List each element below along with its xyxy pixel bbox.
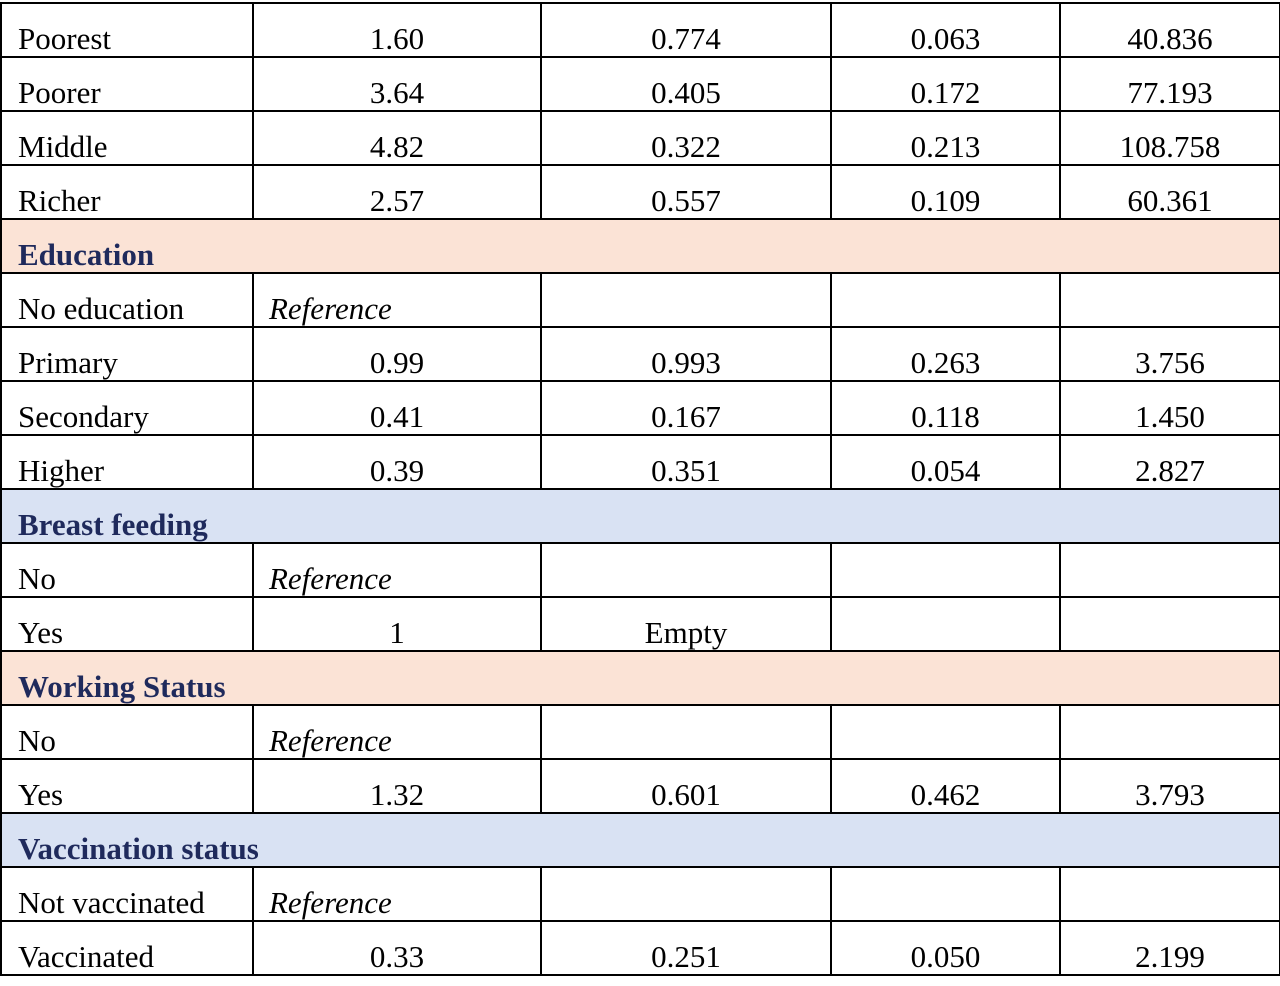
empty-cell [540, 704, 832, 760]
value-cell-v4: 77.193 [1059, 56, 1280, 112]
reference-row: Not vaccinated Reference [0, 866, 1280, 922]
table-row: Poorest 1.60 0.774 0.063 40.836 [0, 2, 1280, 58]
row-label: No education [0, 272, 254, 328]
value-cell-v1: 1 [252, 596, 542, 652]
reference-cell: Reference [252, 272, 542, 328]
table-row: Yes 1 Empty [0, 596, 1280, 652]
value-cell-v4: 2.199 [1059, 920, 1280, 976]
value-cell-v3: 0.109 [830, 164, 1061, 220]
table-row: Higher 0.39 0.351 0.054 2.827 [0, 434, 1280, 490]
value-cell-v1: 2.57 [252, 164, 542, 220]
section-title: Education [0, 218, 1280, 274]
value-cell-v1: 0.39 [252, 434, 542, 490]
table-row: Vaccinated 0.33 0.251 0.050 2.199 [0, 920, 1280, 976]
empty-cell [540, 542, 832, 598]
value-cell-v3: 0.054 [830, 434, 1061, 490]
table-row: Secondary 0.41 0.167 0.118 1.450 [0, 380, 1280, 436]
row-label: Middle [0, 110, 254, 166]
section-title: Vaccination status [0, 812, 1280, 868]
value-cell-v1: 3.64 [252, 56, 542, 112]
table-row: Middle 4.82 0.322 0.213 108.758 [0, 110, 1280, 166]
value-cell-v2: 0.557 [540, 164, 832, 220]
value-cell-v3: 0.063 [830, 2, 1061, 58]
row-label: Richer [0, 164, 254, 220]
value-cell-v2: 0.601 [540, 758, 832, 814]
empty-cell [830, 272, 1061, 328]
row-label: Primary [0, 326, 254, 382]
empty-cell [1059, 542, 1280, 598]
row-label: No [0, 704, 254, 760]
empty-cell [1059, 866, 1280, 922]
value-cell-v1: 0.99 [252, 326, 542, 382]
value-cell-v1: 1.32 [252, 758, 542, 814]
table-row: Yes 1.32 0.601 0.462 3.793 [0, 758, 1280, 814]
reference-row: No education Reference [0, 272, 1280, 328]
value-cell-v4: 1.450 [1059, 380, 1280, 436]
empty-cell [1059, 704, 1280, 760]
value-cell-v1: 0.41 [252, 380, 542, 436]
value-cell-v4: 108.758 [1059, 110, 1280, 166]
value-cell-v2: 0.322 [540, 110, 832, 166]
table-row: Poorer 3.64 0.405 0.172 77.193 [0, 56, 1280, 112]
value-cell-v4: 3.793 [1059, 758, 1280, 814]
section-title: Breast feeding [0, 488, 1280, 544]
empty-cell [830, 704, 1061, 760]
reference-row: No Reference [0, 704, 1280, 760]
value-cell-v3: 0.263 [830, 326, 1061, 382]
value-cell-v2: 0.251 [540, 920, 832, 976]
row-label: Secondary [0, 380, 254, 436]
reference-cell: Reference [252, 542, 542, 598]
value-cell-v4 [1059, 596, 1280, 652]
value-cell-v2: 0.167 [540, 380, 832, 436]
table-row: Richer 2.57 0.557 0.109 60.361 [0, 164, 1280, 220]
row-label: No [0, 542, 254, 598]
row-label: Poorest [0, 2, 254, 58]
value-cell-v3: 0.213 [830, 110, 1061, 166]
value-cell-v1: 0.33 [252, 920, 542, 976]
row-label: Not vaccinated [0, 866, 254, 922]
row-label: Higher [0, 434, 254, 490]
empty-cell [830, 866, 1061, 922]
empty-cell [830, 542, 1061, 598]
empty-cell [540, 272, 832, 328]
value-cell-v4: 40.836 [1059, 2, 1280, 58]
value-cell-v3: 0.118 [830, 380, 1061, 436]
section-header-row: Education [0, 218, 1280, 274]
value-cell-v3: 0.462 [830, 758, 1061, 814]
value-cell-v4: 3.756 [1059, 326, 1280, 382]
row-label: Vaccinated [0, 920, 254, 976]
section-header-row: Vaccination status [0, 812, 1280, 868]
reference-cell: Reference [252, 704, 542, 760]
value-cell-v2: 0.774 [540, 2, 832, 58]
reference-cell: Reference [252, 866, 542, 922]
value-cell-v2: 0.351 [540, 434, 832, 490]
row-label: Poorer [0, 56, 254, 112]
row-label: Yes [0, 596, 254, 652]
value-cell-v3 [830, 596, 1061, 652]
value-cell-v3: 0.050 [830, 920, 1061, 976]
value-cell-v4: 60.361 [1059, 164, 1280, 220]
empty-cell [540, 866, 832, 922]
value-cell-v3: 0.172 [830, 56, 1061, 112]
empty-cell [1059, 272, 1280, 328]
section-title: Working Status [0, 650, 1280, 706]
value-cell-v1: 4.82 [252, 110, 542, 166]
value-cell-v1: 1.60 [252, 2, 542, 58]
section-header-row: Breast feeding [0, 488, 1280, 544]
value-cell-v4: 2.827 [1059, 434, 1280, 490]
section-header-row: Working Status [0, 650, 1280, 706]
value-cell-v2: 0.993 [540, 326, 832, 382]
reference-row: No Reference [0, 542, 1280, 598]
row-label: Yes [0, 758, 254, 814]
value-cell-v2: Empty [540, 596, 832, 652]
value-cell-v2: 0.405 [540, 56, 832, 112]
table-row: Primary 0.99 0.993 0.263 3.756 [0, 326, 1280, 382]
